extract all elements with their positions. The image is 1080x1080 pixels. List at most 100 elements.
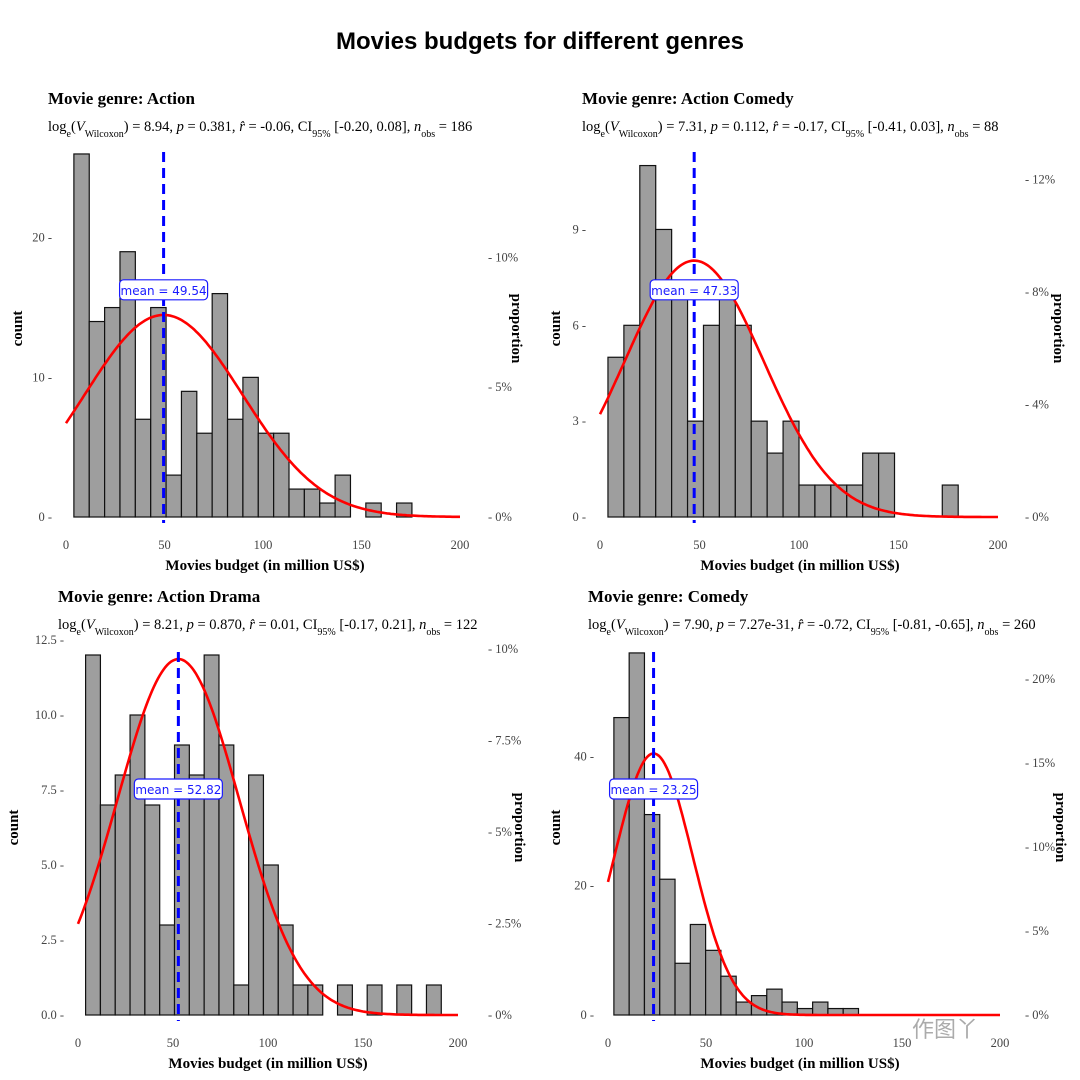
y-tick-label: 10 -: [32, 370, 52, 384]
histogram-bar: [119, 251, 136, 518]
mean-label-box: [608, 778, 699, 800]
histogram-bar: [180, 390, 198, 518]
histogram-bar: [702, 324, 720, 518]
histogram-bar: [877, 452, 896, 518]
panel-stat-line: loge(VWilcoxon) = 7.31, p = 0.112, r̂ = …: [582, 119, 999, 140]
mean-label: mean = 23.25: [608, 778, 699, 800]
x-tick-label: 100: [795, 1036, 814, 1050]
histogram-bar: [720, 975, 737, 1016]
y-tick-label: 2.5 -: [41, 933, 64, 947]
histogram-bar: [425, 984, 442, 1016]
histogram-bar: [334, 474, 352, 518]
histogram-bar: [639, 164, 657, 518]
x-tick-label: 50: [693, 538, 706, 552]
y2-tick-label: - 0%: [488, 1008, 512, 1022]
histogram-bar: [814, 484, 832, 518]
y-axis-label: count: [6, 810, 22, 846]
histogram-bar: [750, 420, 768, 518]
y2-tick-label: - 15%: [1025, 756, 1055, 770]
histogram-bar: [114, 774, 131, 1016]
histogram-bar: [366, 984, 383, 1016]
mean-label: mean = 47.33: [649, 279, 739, 301]
histogram-bar: [226, 418, 244, 518]
x-tick-label: 200: [451, 538, 470, 552]
main-title: Movies budgets for different genres: [335, 28, 745, 55]
y-tick-label: 0 -: [580, 1008, 594, 1022]
chart-panel-3: Movie genre: Action Drama loge(VWilcoxon)…: [6, 587, 527, 1072]
y2-tick-label: - 2.5%: [488, 917, 521, 931]
y2-tick-label: - 4%: [1025, 398, 1049, 412]
y2-tick-label: - 8%: [1025, 285, 1049, 299]
y2-axis-label: proportion: [1050, 294, 1066, 364]
histogram-bar: [734, 324, 752, 518]
histogram-bar: [104, 306, 121, 518]
histogram-bar: [718, 292, 736, 518]
x-tick-label: 150: [354, 1036, 373, 1050]
mean-label: mean = 52.82: [133, 778, 223, 800]
histogram-bar: [88, 320, 106, 518]
histogram-bar: [671, 292, 689, 518]
mean-label-box: [133, 778, 223, 800]
mean-label-text: mean = 23.25: [611, 783, 697, 797]
panel-stat-line: loge(VWilcoxon) = 8.21, p = 0.870, r̂ = …: [58, 617, 477, 638]
normal-curve: [76, 657, 458, 1017]
x-tick-label: 150: [889, 538, 908, 552]
histogram-bar: [830, 484, 848, 518]
normal-curve: [64, 313, 460, 519]
mean-label-text: mean = 47.33: [651, 284, 737, 298]
chart-panel-1: Movie genre: Action loge(VWilcoxon) = 8.9…: [10, 89, 524, 574]
y2-tick-label: - 10%: [488, 642, 518, 656]
watermark: 作图丫: [912, 1018, 979, 1043]
x-tick-label: 100: [259, 1036, 278, 1050]
panel-title: Movie genre: Action Drama: [58, 587, 261, 606]
mean-label-box: [649, 279, 739, 301]
x-tick-label: 200: [989, 538, 1008, 552]
histogram-bar: [129, 714, 146, 1016]
mean-label-text: mean = 49.54: [121, 284, 207, 298]
y-tick-label: 0 -: [572, 510, 586, 524]
x-tick-label: 200: [991, 1036, 1010, 1050]
y2-tick-label: - 0%: [1025, 1008, 1049, 1022]
histogram-bar: [218, 744, 235, 1016]
histogram-bar: [159, 924, 176, 1016]
mean-label-text: mean = 52.82: [135, 783, 221, 797]
histogram-bar: [257, 432, 275, 518]
y-tick-label: 10.0 -: [35, 708, 64, 722]
histogram-bar: [84, 654, 102, 1016]
panel-title: Movie genre: Action: [48, 89, 196, 108]
histogram-bar: [134, 418, 152, 518]
y2-tick-label: - 10%: [488, 250, 518, 264]
histogram-bar: [303, 488, 321, 518]
histogram-bar: [73, 153, 90, 518]
y2-axis-label: proportion: [511, 793, 527, 863]
histogram-bar: [689, 923, 707, 1016]
histogram-bar: [196, 432, 213, 518]
y2-tick-label: - 5%: [1025, 924, 1049, 938]
y-tick-label: 3 -: [572, 414, 586, 428]
histogram-bar: [613, 716, 630, 1016]
y-tick-label: 20 -: [32, 231, 52, 245]
histogram-bar: [659, 878, 676, 1016]
y-axis-label: count: [548, 810, 564, 846]
histogram-bar: [941, 484, 959, 518]
y2-tick-label: - 5%: [488, 380, 512, 394]
x-tick-label: 100: [254, 538, 273, 552]
y-tick-label: 5.0 -: [41, 858, 64, 872]
histogram-bar: [686, 420, 705, 518]
x-tick-label: 50: [167, 1036, 180, 1050]
y-tick-label: 0.0 -: [41, 1008, 64, 1022]
y-tick-label: 0 -: [38, 510, 52, 524]
histogram-bar: [288, 488, 305, 518]
histogram-bar: [655, 228, 673, 518]
histogram-bar: [812, 1001, 829, 1016]
y2-axis-label: proportion: [508, 294, 524, 364]
y2-tick-label: - 0%: [1025, 510, 1049, 524]
x-tick-label: 0: [75, 1036, 81, 1050]
y-tick-label: 7.5 -: [41, 783, 64, 797]
y-tick-label: 12.5 -: [35, 633, 64, 647]
x-tick-label: 50: [158, 538, 171, 552]
x-tick-label: 50: [700, 1036, 713, 1050]
histogram-bar: [674, 962, 691, 1016]
x-tick-label: 150: [352, 538, 371, 552]
